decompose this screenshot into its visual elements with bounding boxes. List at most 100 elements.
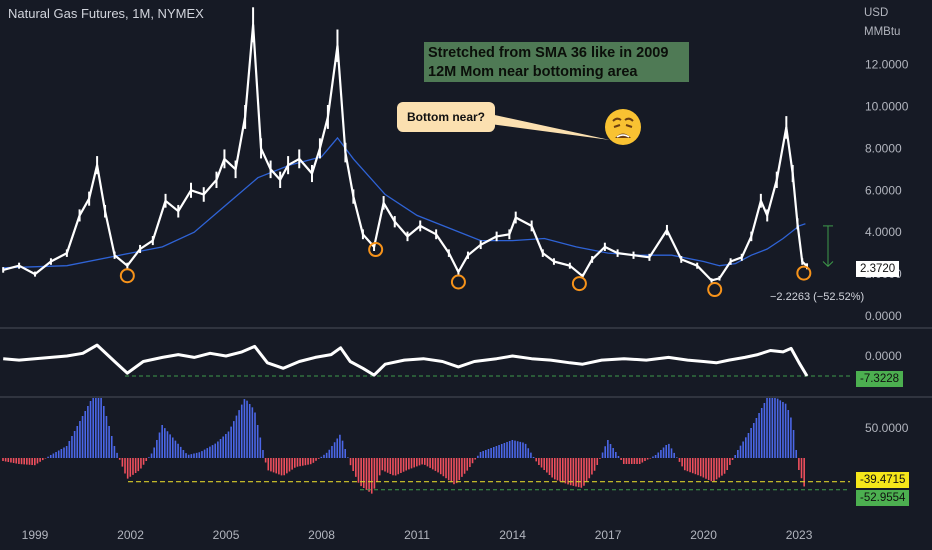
momentum-bar — [23, 458, 26, 465]
momentum-bar — [15, 458, 18, 464]
momentum-bar — [341, 440, 344, 458]
annotation-line-2: 12M Mom near bottoming area — [428, 64, 638, 80]
momentum-bar — [503, 443, 506, 458]
momentum-bar — [742, 441, 744, 458]
momentum-bar — [262, 450, 264, 458]
momentum-bar — [309, 458, 312, 465]
momentum-bar — [102, 406, 105, 458]
momentum-bar — [729, 458, 731, 465]
momentum-bar — [506, 442, 508, 458]
momentum-bar — [548, 458, 551, 475]
momentum-bar — [535, 458, 538, 462]
momentum-bar — [286, 458, 288, 474]
x-tick-label: 2017 — [595, 528, 622, 542]
momentum-bar — [219, 439, 222, 458]
momentum-bar — [519, 441, 522, 458]
momentum-bar — [203, 449, 206, 458]
momentum-bar — [410, 458, 413, 469]
momentum-bar — [283, 458, 285, 476]
momentum-bar — [405, 458, 408, 471]
weary-face-icon — [605, 109, 641, 145]
momentum-bar — [745, 437, 747, 458]
bottom-marker-circle — [571, 276, 587, 292]
momentum-bar — [543, 458, 545, 470]
momentum-bar — [336, 438, 339, 458]
momentum-bar — [118, 458, 121, 460]
momentum-bar — [622, 458, 625, 464]
momentum-bar — [408, 458, 410, 470]
momentum-bar — [206, 448, 209, 458]
momentum-bar — [150, 453, 153, 458]
momentum-bar — [649, 458, 652, 459]
momentum-bar — [553, 458, 556, 480]
momentum-bar — [482, 451, 484, 458]
momentum-bar — [461, 458, 463, 477]
momentum-bar — [352, 458, 354, 471]
momentum-bar — [230, 426, 232, 458]
momentum-bar — [750, 428, 752, 458]
momentum-bar — [638, 458, 641, 464]
price-panel — [2, 7, 834, 298]
price-tick-label: 10.0000 — [865, 99, 909, 113]
momentum-bar — [370, 458, 373, 494]
momentum-bar — [132, 458, 134, 475]
momentum-bar — [697, 458, 699, 476]
momentum-bar — [140, 458, 142, 469]
momentum-bar — [599, 458, 601, 459]
momentum-bar — [368, 458, 370, 492]
momentum-panel — [2, 398, 850, 494]
momentum-bar — [737, 450, 739, 458]
momentum-bar — [434, 458, 437, 471]
momentum-bar — [532, 457, 535, 458]
panel-dividers — [0, 327, 932, 398]
momentum-bar — [347, 457, 349, 458]
momentum-bar — [278, 458, 280, 475]
momentum-bar — [466, 458, 469, 471]
momentum-bar — [540, 458, 543, 468]
momentum-tick-label: 50.0000 — [865, 421, 909, 435]
bottom-marker-circle — [368, 242, 384, 258]
momentum-bar — [766, 398, 768, 458]
momentum-bar — [474, 458, 477, 460]
momentum-bar — [731, 458, 734, 460]
momentum-bar — [201, 451, 203, 458]
momentum-bar — [715, 458, 718, 480]
momentum-bar — [447, 458, 450, 481]
momentum-bar — [323, 454, 325, 458]
momentum-bar — [628, 458, 630, 464]
momentum-bar — [522, 442, 524, 458]
momentum-bar — [556, 458, 559, 481]
momentum-bar — [52, 453, 55, 458]
momentum-bar — [492, 447, 495, 458]
momentum-bar — [713, 458, 715, 482]
bottom-marker-circle — [119, 268, 135, 284]
momentum-bar — [312, 458, 315, 463]
momentum-bar — [320, 456, 323, 458]
momentum-bar — [538, 458, 540, 465]
momentum-bar — [129, 458, 132, 477]
momentum-bar — [47, 456, 49, 458]
momentum-bar — [126, 458, 129, 479]
momentum-bar — [683, 458, 686, 471]
momentum-bar — [92, 398, 94, 458]
momentum-bar — [458, 458, 461, 480]
momentum-bar — [243, 399, 246, 458]
currency-label: USD — [864, 7, 889, 19]
annotation-box: Stretched from SMA 36 like in 2009 12M M… — [424, 42, 689, 82]
momentum-bar — [222, 436, 224, 458]
bottom-marker-circle — [450, 274, 466, 290]
momentum-bar — [445, 458, 447, 479]
momentum-bar — [18, 458, 20, 464]
momentum-bar — [365, 458, 368, 490]
momentum-bar — [171, 437, 174, 458]
momentum-bar — [246, 400, 248, 458]
momentum-bar — [288, 458, 291, 472]
momentum-bar — [198, 452, 201, 458]
momentum-bar — [87, 406, 89, 458]
momentum-bar — [495, 446, 498, 458]
momentum-bar — [84, 411, 87, 458]
momentum-bar — [665, 445, 668, 458]
momentum-bar — [575, 458, 577, 487]
momentum-bar — [12, 458, 15, 463]
